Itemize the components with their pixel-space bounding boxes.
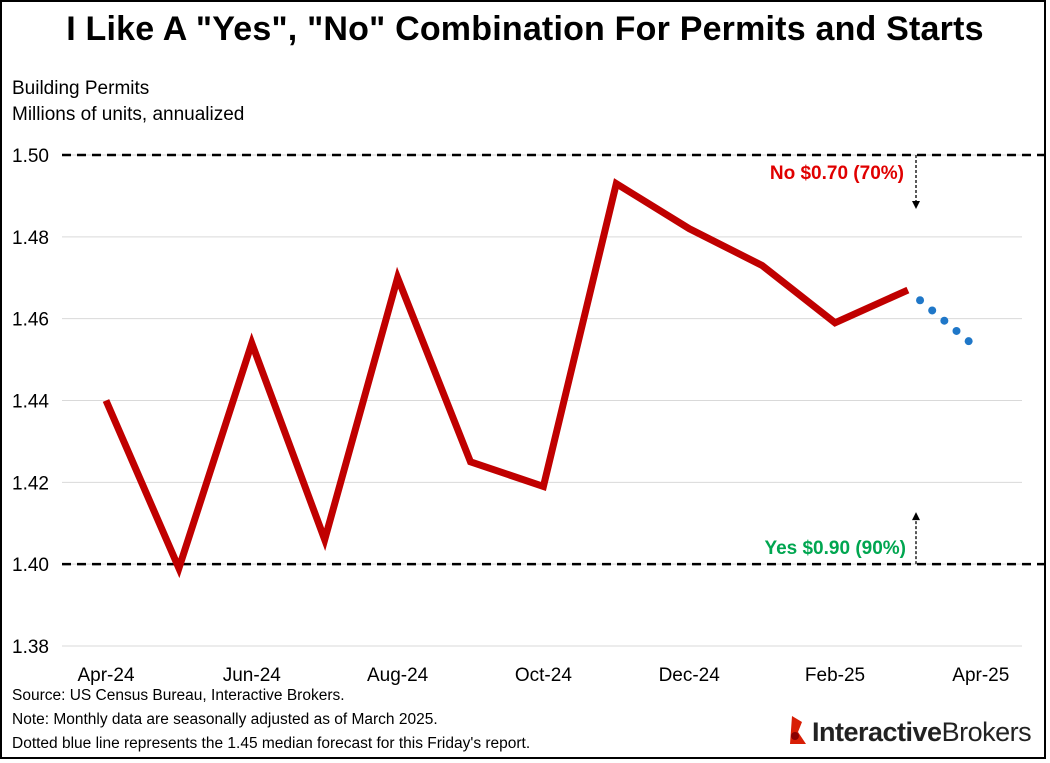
up-arrow-icon — [912, 512, 920, 521]
y-tick-label: 1.48 — [12, 228, 49, 249]
forecast-dot — [928, 306, 937, 315]
y-axis-units: Millions of units, annualized — [12, 104, 245, 125]
forecast-dot — [952, 326, 961, 335]
y-tick-label: 1.50 — [12, 146, 49, 167]
forecast-dot — [916, 296, 925, 305]
x-tick-label: Apr-24 — [77, 665, 134, 686]
y-tick-label: 1.44 — [12, 392, 49, 413]
forecast-dot — [964, 337, 973, 346]
chart-title: I Like A "Yes", "No" Combination For Per… — [66, 10, 984, 48]
x-tick-label: Jun-24 — [223, 665, 282, 686]
source-note: Source: US Census Bureau, Interactive Br… — [12, 687, 345, 704]
forecast-dot — [940, 316, 949, 325]
forecast-note: Dotted blue line represents the 1.45 med… — [12, 735, 531, 752]
interactive-brokers-logo: InteractiveBrokers — [786, 712, 1032, 752]
y-tick-label: 1.40 — [12, 555, 49, 576]
data-note: Note: Monthly data are seasonally adjust… — [12, 711, 438, 728]
ib-logo-mark-icon — [790, 716, 806, 744]
y-tick-label: 1.42 — [12, 473, 49, 494]
yes-threshold-label: Yes $0.90 (90%) — [764, 538, 906, 559]
y-axis-title: Building Permits — [12, 78, 150, 99]
y-tick-label: 1.38 — [12, 637, 49, 658]
x-tick-label: Feb-25 — [805, 665, 865, 686]
x-tick-label: Dec-24 — [659, 665, 721, 686]
x-tick-label: Apr-25 — [952, 665, 1009, 686]
x-tick-label: Aug-24 — [367, 665, 429, 686]
logo-wordmark: InteractiveBrokers — [812, 716, 1032, 747]
down-arrow-icon — [912, 201, 920, 209]
permits-actual-line — [102, 178, 910, 579]
no-threshold-label: No $0.70 (70%) — [770, 163, 904, 184]
y-tick-label: 1.46 — [12, 310, 49, 331]
x-tick-label: Oct-24 — [515, 665, 572, 686]
